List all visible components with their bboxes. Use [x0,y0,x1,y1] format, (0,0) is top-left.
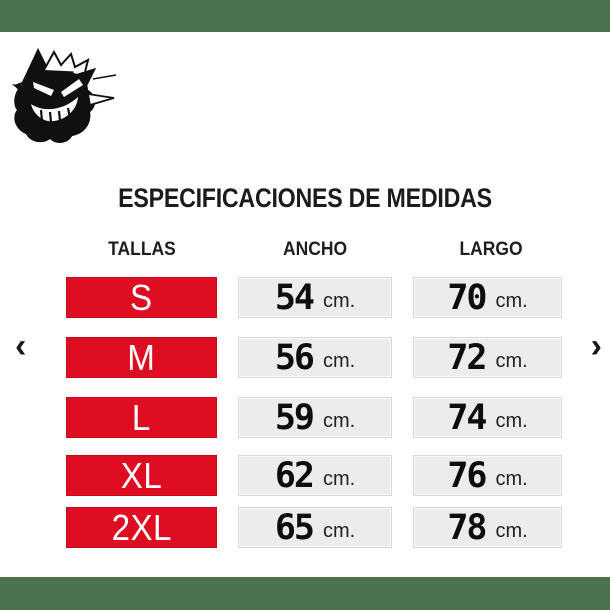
table-row: S 54 cm. 70 cm. [0,277,610,318]
largo-cell: 76 cm. [413,455,562,496]
largo-unit: cm. [495,467,528,490]
gengar-logo-icon [12,48,117,143]
ancho-value: 54 [274,277,315,318]
carousel-next-button[interactable]: › [591,329,602,363]
column-header-largo: LARGO [459,239,523,260]
size-label: S [130,276,153,318]
ancho-value: 56 [274,337,315,378]
size-label: 2XL [111,506,172,548]
size-label: XL [120,454,163,496]
column-header-tallas: TALLAS [108,239,176,260]
ancho-unit: cm. [322,519,356,542]
chevron-right-icon: › [590,327,602,365]
ancho-cell: 56 cm. [238,337,392,378]
size-label: L [132,396,151,438]
ancho-unit: cm. [322,467,356,490]
largo-value: 78 [447,507,487,548]
carousel-prev-button[interactable]: ‹ [15,329,26,363]
ancho-value: 65 [274,507,315,548]
ancho-cell: 65 cm. [238,507,392,548]
largo-unit: cm. [495,349,528,372]
ancho-value: 59 [274,397,315,438]
largo-cell: 70 cm. [413,277,562,318]
table-row: XL 62 cm. 76 cm. [0,455,610,496]
ancho-unit: cm. [322,409,356,432]
largo-cell: 78 cm. [413,507,562,548]
size-cell: XL [66,455,217,496]
table-row: M 56 cm. 72 cm. [0,337,610,378]
size-chart-title: ESPECIFICACIONES DE MEDIDAS [118,183,492,213]
largo-value: 76 [447,455,487,496]
size-cell: L [66,397,217,438]
largo-value: 72 [447,337,487,378]
size-label: M [127,336,156,378]
table-row: 2XL 65 cm. 78 cm. [0,507,610,548]
page-background-band-bottom [0,577,610,610]
size-cell: M [66,337,217,378]
largo-cell: 74 cm. [413,397,562,438]
largo-unit: cm. [495,409,528,432]
ancho-value: 62 [274,455,315,496]
ancho-unit: cm. [322,349,356,372]
largo-cell: 72 cm. [413,337,562,378]
largo-value: 70 [447,277,487,318]
largo-unit: cm. [495,519,528,542]
table-row: L 59 cm. 74 cm. [0,397,610,438]
largo-value: 74 [447,397,487,438]
size-cell: S [66,277,217,318]
chevron-left-icon: ‹ [15,327,27,365]
ancho-cell: 59 cm. [238,397,392,438]
page-background-band-top [0,0,610,32]
size-cell: 2XL [66,507,217,548]
column-header-ancho: ANCHO [282,239,348,260]
ancho-unit: cm. [322,289,356,312]
largo-unit: cm. [495,289,528,312]
ancho-cell: 54 cm. [238,277,392,318]
ancho-cell: 62 cm. [238,455,392,496]
